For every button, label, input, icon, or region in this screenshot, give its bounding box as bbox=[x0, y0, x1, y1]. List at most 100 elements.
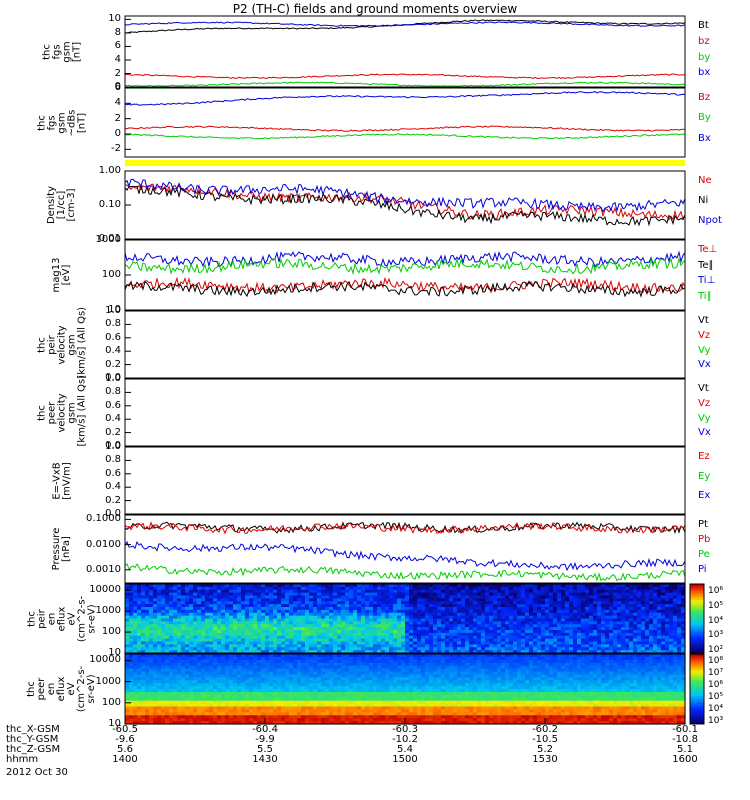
spectrogram-cell bbox=[453, 589, 458, 594]
spectrogram-cell bbox=[177, 584, 182, 588]
spectrogram-cell bbox=[373, 654, 378, 658]
spectrogram-cell bbox=[633, 601, 638, 605]
spectrogram-cell bbox=[257, 624, 262, 628]
spectrogram-cell bbox=[257, 677, 262, 681]
spectrogram-cell bbox=[341, 703, 346, 708]
spectrogram-cell bbox=[397, 586, 402, 591]
spectrogram-cell bbox=[537, 650, 542, 654]
spectrogram-cell bbox=[533, 627, 538, 631]
spectrogram-cell bbox=[557, 638, 562, 643]
spectrogram-cell bbox=[253, 703, 258, 708]
spectrogram-cell bbox=[585, 638, 590, 643]
spectrogram-cell bbox=[645, 595, 650, 599]
spectrogram-cell bbox=[265, 686, 270, 690]
spectrogram-cell bbox=[157, 586, 162, 591]
spectrogram-cell bbox=[269, 627, 274, 631]
spectrogram-cell bbox=[293, 601, 298, 605]
spectrogram-cell bbox=[385, 586, 390, 591]
spectrogram-cell bbox=[553, 612, 558, 617]
spectrogram-cell bbox=[269, 584, 274, 588]
spectrogram-cell bbox=[313, 586, 318, 591]
spectrogram-cell bbox=[205, 680, 210, 684]
spectrogram-cell bbox=[217, 703, 222, 708]
spectrogram-cell bbox=[373, 618, 378, 622]
spectrogram-cell bbox=[245, 659, 250, 664]
series-line-by bbox=[124, 81, 686, 87]
spectrogram-cell bbox=[565, 627, 570, 631]
spectrogram-cell bbox=[193, 689, 198, 693]
spectrogram-cell bbox=[425, 624, 430, 628]
spectrogram-cell bbox=[125, 659, 130, 664]
spectrogram-cell bbox=[533, 650, 538, 654]
spectrogram-cell bbox=[145, 718, 150, 722]
spectrogram-cell bbox=[257, 632, 262, 637]
spectrogram-cell bbox=[565, 644, 570, 648]
spectrogram-cell bbox=[181, 677, 186, 681]
colorbar-frame bbox=[689, 583, 705, 654]
spectrogram-cell bbox=[341, 671, 346, 676]
spectrogram-cell bbox=[301, 650, 306, 654]
spectrogram-cell bbox=[133, 689, 138, 693]
spectrogram-cell bbox=[189, 584, 194, 588]
spectrogram-cell bbox=[217, 668, 222, 673]
spectrogram-cell bbox=[129, 718, 134, 722]
spectrogram-cell bbox=[137, 721, 142, 725]
spectrogram-cell bbox=[261, 697, 266, 702]
spectrogram-cell bbox=[217, 686, 222, 690]
spectrogram-cell bbox=[649, 644, 654, 648]
spectrogram-cell bbox=[465, 650, 470, 654]
spectrogram-cell bbox=[161, 632, 166, 637]
spectrogram-cell bbox=[321, 659, 326, 664]
spectrogram-cell bbox=[293, 630, 298, 634]
spectrogram-cell bbox=[353, 709, 358, 713]
spectrogram-cell bbox=[181, 618, 186, 622]
spectrogram-cell bbox=[477, 630, 482, 634]
spectrogram-cell bbox=[201, 680, 206, 684]
spectrogram-cell bbox=[213, 674, 218, 678]
spectrogram-cell bbox=[285, 706, 290, 711]
spectrogram-cell bbox=[149, 618, 154, 622]
spectrogram-cell bbox=[361, 656, 366, 661]
spectrogram-cell bbox=[573, 635, 578, 640]
spectrogram-cell bbox=[349, 665, 354, 670]
spectrogram-cell bbox=[221, 718, 226, 722]
spectrogram-cell bbox=[165, 627, 170, 631]
spectrogram-cell bbox=[125, 715, 130, 719]
spectrogram-cell bbox=[229, 624, 234, 628]
spectrogram-cell bbox=[585, 644, 590, 648]
spectrogram-cell bbox=[413, 627, 418, 631]
spectrogram-cell bbox=[157, 703, 162, 708]
spectrogram-cell bbox=[557, 604, 562, 608]
spectrogram-cell bbox=[185, 644, 190, 648]
spectrogram-cell bbox=[277, 598, 282, 602]
spectrogram-cell bbox=[345, 715, 350, 719]
spectrogram-cell bbox=[401, 592, 406, 597]
spectrogram-cell bbox=[293, 706, 298, 711]
spectrogram-cell bbox=[233, 595, 238, 599]
spectrogram-cell bbox=[681, 627, 686, 631]
spectrogram-cell bbox=[157, 654, 162, 658]
spectrogram-cell bbox=[253, 638, 258, 643]
spectrogram-cell bbox=[665, 604, 670, 608]
spectrogram-cell bbox=[637, 601, 642, 605]
spectrogram-cell bbox=[237, 697, 242, 702]
spectrogram-cell bbox=[441, 607, 446, 611]
spectrogram-cell bbox=[137, 689, 142, 693]
spectrogram-cell bbox=[305, 621, 310, 625]
spectrogram-cell bbox=[553, 635, 558, 640]
spectrogram-cell bbox=[313, 712, 318, 716]
spectrogram-cell bbox=[257, 697, 262, 702]
spectrogram-cell bbox=[353, 706, 358, 711]
spectrogram-cell bbox=[241, 659, 246, 664]
spectrogram-cell bbox=[209, 712, 214, 716]
spectrogram-cell bbox=[149, 592, 154, 597]
spectrogram-cell bbox=[557, 635, 562, 640]
spectrogram-cell bbox=[617, 638, 622, 643]
spectrogram-cell bbox=[453, 627, 458, 631]
spectrogram-cell bbox=[497, 644, 502, 648]
spectrogram-cell bbox=[161, 641, 166, 645]
spectrogram-cell bbox=[313, 686, 318, 690]
spectrogram-cell bbox=[145, 700, 150, 705]
spectrogram-cell bbox=[297, 601, 302, 605]
spectrogram-cell bbox=[157, 700, 162, 705]
